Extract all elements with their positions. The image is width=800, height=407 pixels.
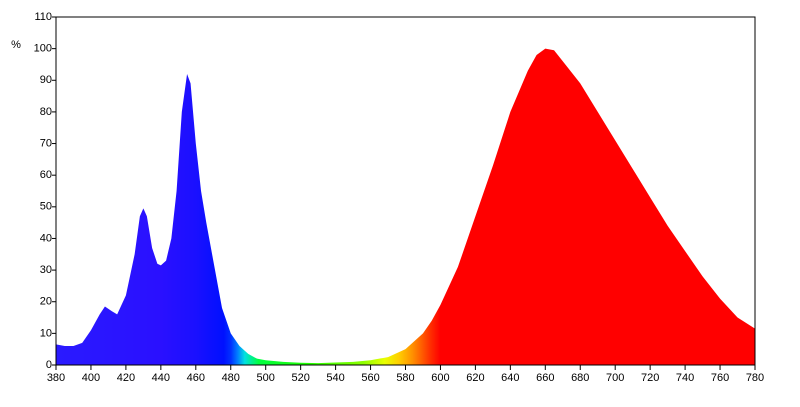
y-tick-label: 100: [34, 43, 52, 55]
y-tick-label: 50: [40, 201, 52, 213]
x-tick-label: 440: [152, 372, 170, 384]
y-axis-label: %: [11, 39, 21, 51]
x-tick-label: 760: [711, 372, 729, 384]
x-tick-label: 720: [641, 372, 659, 384]
x-tick-label: 540: [326, 372, 344, 384]
spectrum-area: [56, 48, 755, 366]
x-tick-label: 580: [396, 372, 414, 384]
x-tick-label: 560: [361, 372, 379, 384]
x-tick-label: 740: [676, 372, 694, 384]
y-tick-label: 20: [40, 296, 52, 308]
y-tick-label: 60: [40, 169, 52, 181]
y-tick-label: 30: [40, 264, 52, 276]
x-tick-label: 480: [222, 372, 240, 384]
y-tick-label: 110: [34, 11, 52, 23]
x-tick-label: 500: [257, 372, 275, 384]
y-tick-label: 90: [40, 74, 52, 86]
x-tick-label: 780: [746, 372, 764, 384]
x-tick-label: 400: [82, 372, 100, 384]
x-tick-label: 620: [466, 372, 484, 384]
x-tick-label: 680: [571, 372, 589, 384]
x-tick-label: 520: [291, 372, 309, 384]
y-tick-label: 0: [46, 359, 52, 371]
y-tick-label: 80: [40, 106, 52, 118]
x-tick-label: 700: [606, 372, 624, 384]
x-tick-label: 420: [117, 372, 135, 384]
y-tick-label: 70: [40, 137, 52, 149]
y-tick-label: 10: [40, 327, 52, 339]
x-tick-label: 380: [47, 372, 65, 384]
x-tick-label: 600: [431, 372, 449, 384]
x-tick-label: 640: [501, 372, 519, 384]
y-tick-label: 40: [40, 232, 52, 244]
x-tick-label: 660: [536, 372, 554, 384]
x-tick-label: 460: [187, 372, 205, 384]
